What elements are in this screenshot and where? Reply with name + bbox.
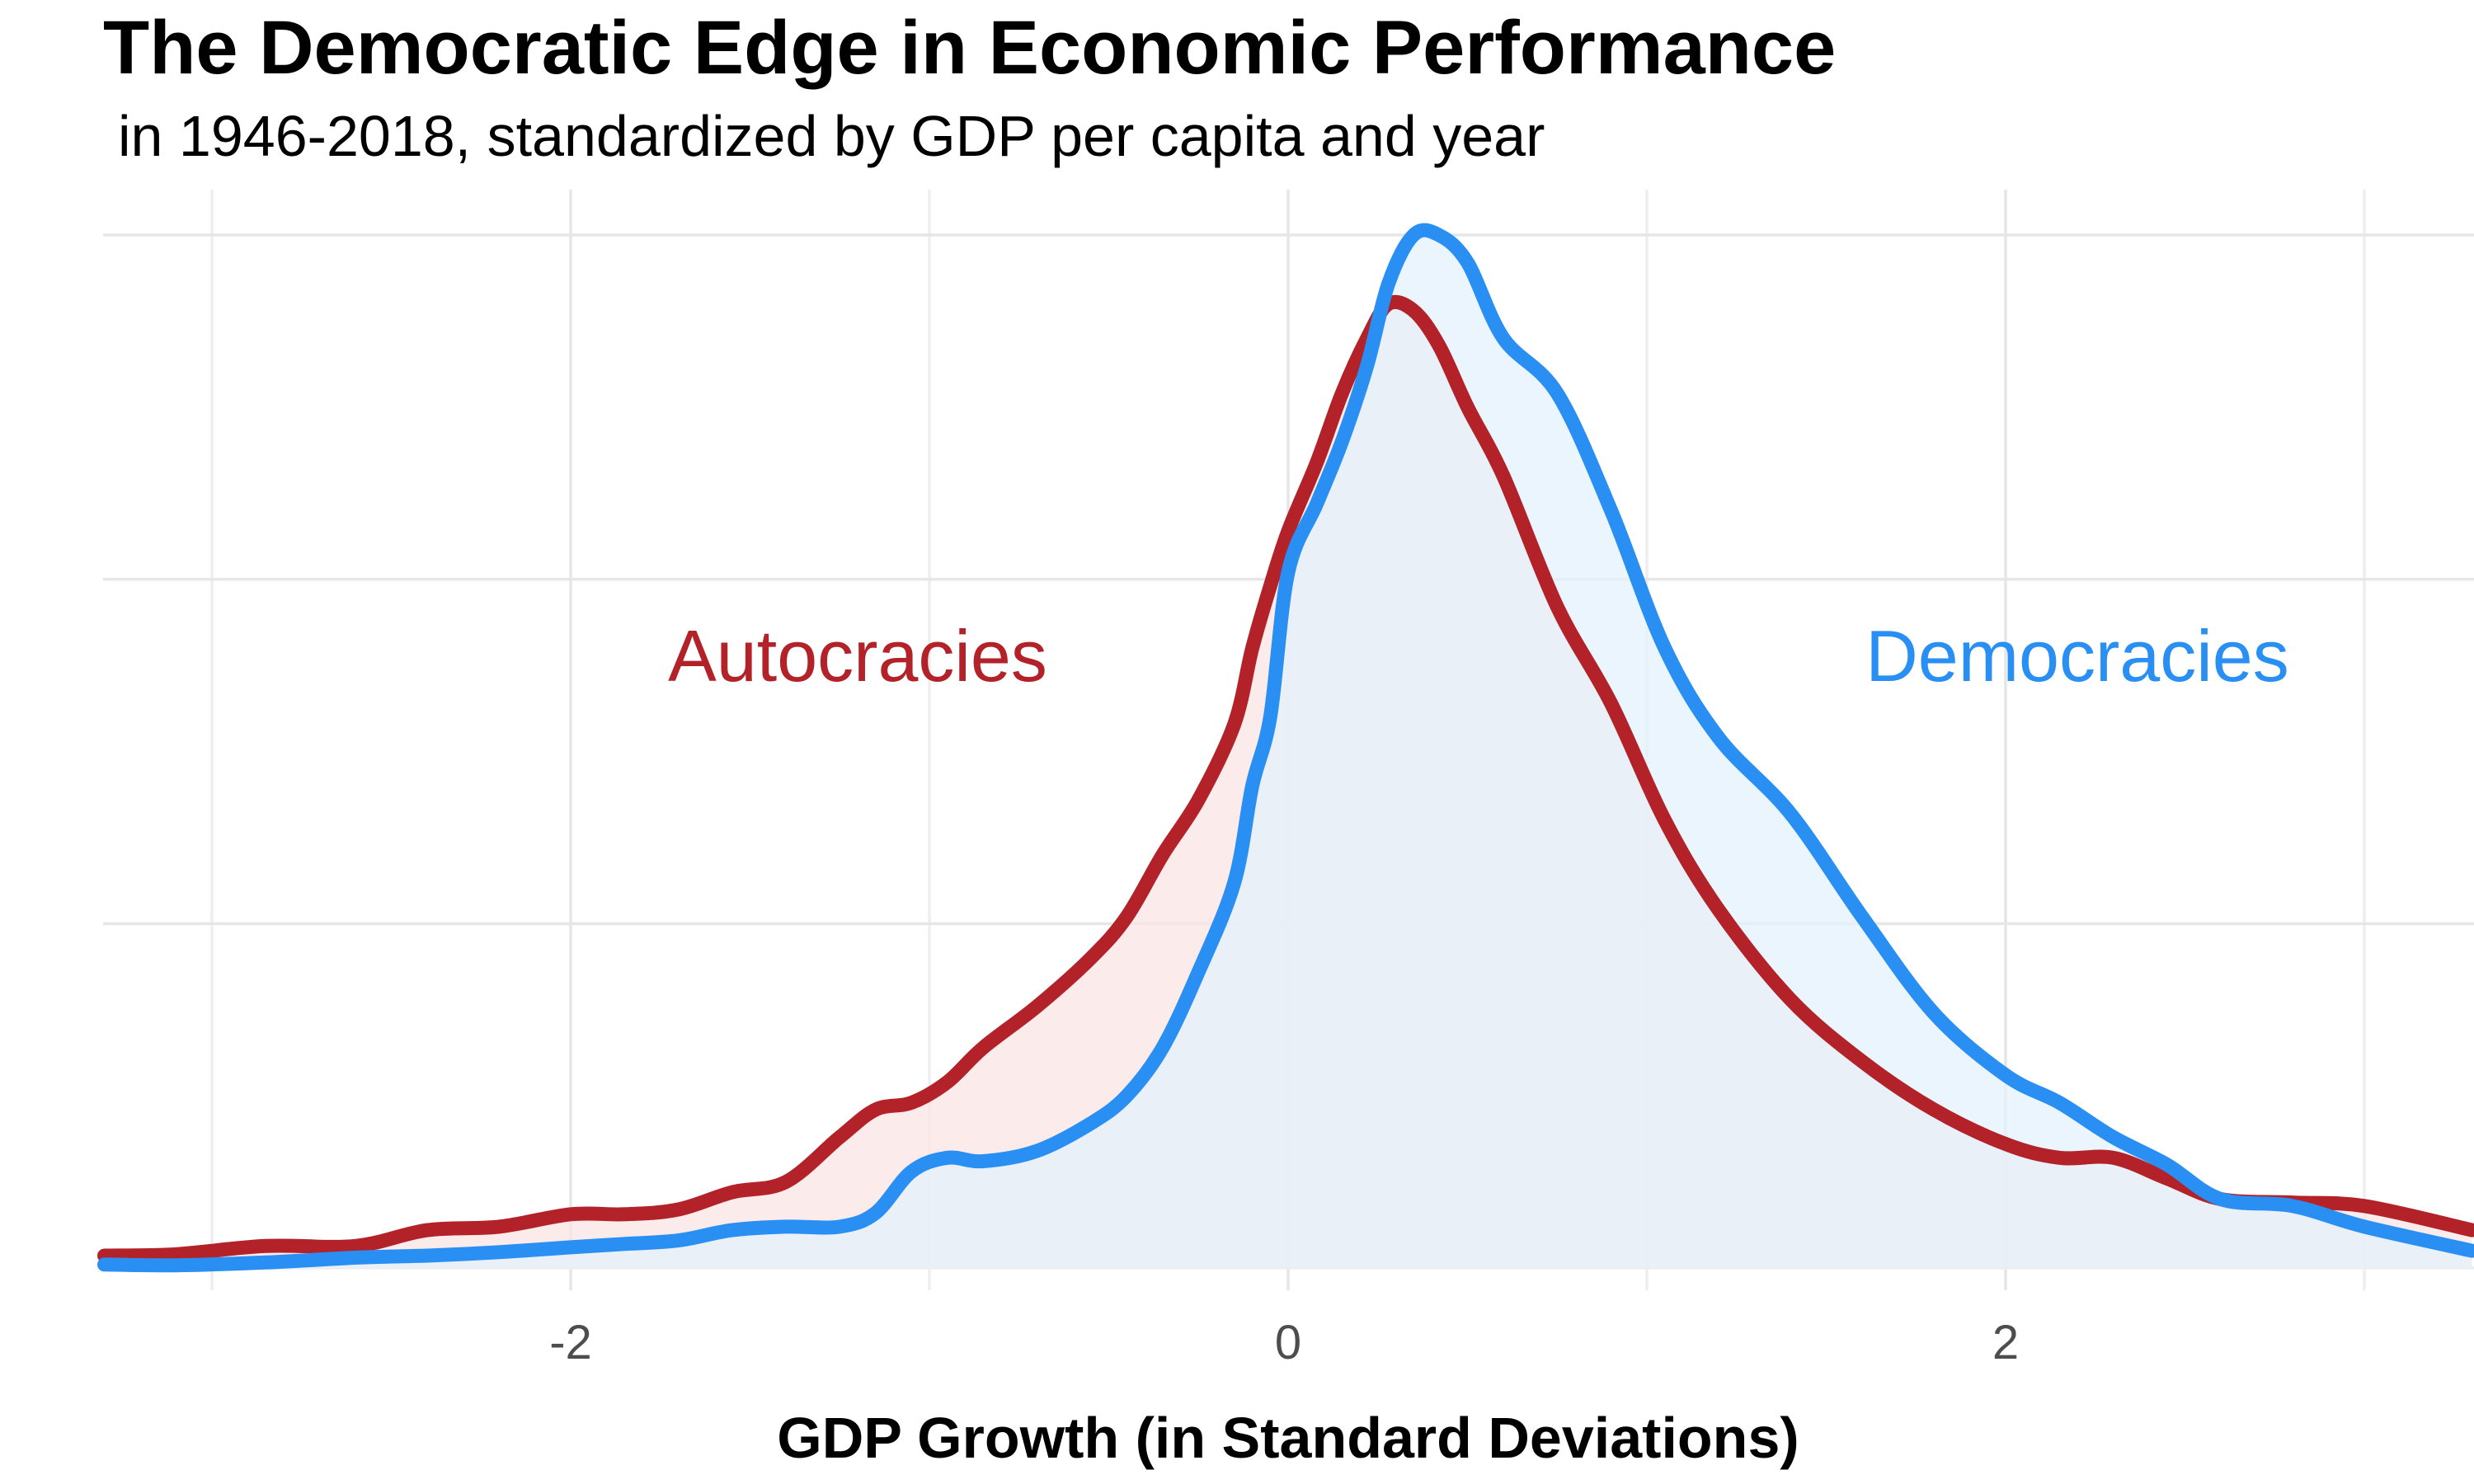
chart-subtitle: in 1946-2018, standardized by GDP per ca… bbox=[118, 104, 1545, 168]
density-fill-layer bbox=[104, 230, 2472, 1269]
series-label-democracies: Democracies bbox=[1865, 615, 2288, 697]
x-axis-title: GDP Growth (in Standard Deviations) bbox=[777, 1406, 1799, 1470]
x-tick-label-1: 0 bbox=[1275, 1316, 1301, 1369]
series-label-autocracies: Autocracies bbox=[668, 615, 1047, 697]
density-line-democracies bbox=[97, 223, 2474, 1273]
chart-title: The Democratic Edge in Economic Performa… bbox=[103, 6, 1837, 90]
x-tick-label-2: 2 bbox=[1992, 1316, 2019, 1369]
axis-layer: -2 0 2 GDP Growth (in Standard Deviations) bbox=[549, 1316, 2019, 1470]
label-layer: Autocracies Democracies bbox=[668, 615, 2289, 697]
density-line-autocracies bbox=[97, 294, 2474, 1263]
x-tick-label-0: -2 bbox=[549, 1316, 592, 1369]
density-area-democracies bbox=[104, 230, 2472, 1268]
density-line-layer bbox=[97, 223, 2474, 1273]
